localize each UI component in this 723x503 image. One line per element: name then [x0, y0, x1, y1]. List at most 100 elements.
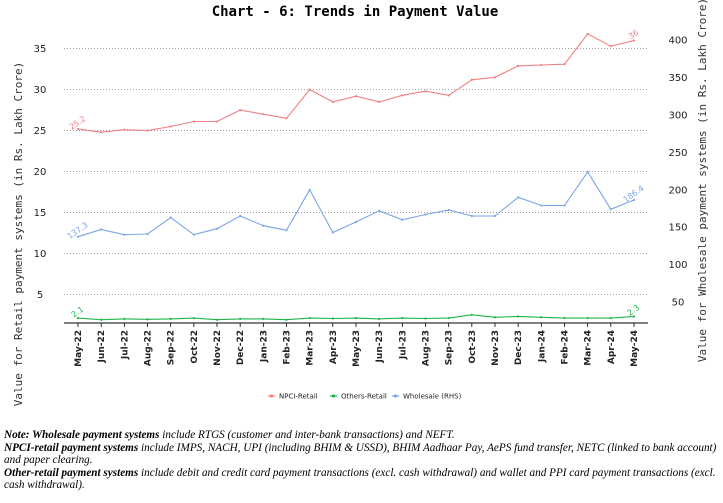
- note-wholesale-lead: Note: Wholesale payment systems: [4, 429, 160, 441]
- x-tick-label: Oct-22: [190, 330, 200, 364]
- x-tick-label: Aug-22: [144, 330, 154, 366]
- gridlines: [64, 48, 648, 295]
- data-point: [308, 188, 311, 191]
- data-point: [146, 232, 149, 236]
- data-point: [354, 95, 358, 98]
- data-point: [123, 317, 126, 321]
- data-point: [424, 213, 427, 216]
- note-other-retail-lead: Other-retail payment systems: [4, 466, 139, 479]
- x-tick-label: Apr-23: [329, 330, 339, 364]
- legend-label: NPCI-Retail: [279, 393, 318, 401]
- data-point: [239, 108, 242, 112]
- data-point: [424, 90, 427, 93]
- note-wholesale: Note: Wholesale payment systems include …: [4, 429, 720, 442]
- x-tick-label: Feb-24: [561, 330, 571, 365]
- data-point: [517, 315, 520, 318]
- y-right-tick-label: 350: [668, 73, 687, 84]
- legend-marker: [331, 394, 336, 398]
- data-point: [609, 208, 612, 211]
- x-tick-label: Aug-23: [422, 330, 432, 366]
- chart-title: Chart - 6: Trends in Payment Value: [212, 4, 499, 20]
- data-point: [540, 204, 543, 207]
- data-point: [378, 317, 381, 321]
- legend: NPCI-Retail Others-Retail Wholesale (RHS): [268, 393, 462, 401]
- y-axis-right-label: Value for Wholesale payment systems (in …: [696, 0, 709, 362]
- x-tick-label: Mar-23: [306, 330, 316, 366]
- data-point: [470, 214, 473, 218]
- data-point: [563, 204, 566, 207]
- x-tick-label: Jun-23: [375, 330, 385, 363]
- data-point: [493, 214, 497, 218]
- y-left-tick-label: 25: [34, 126, 47, 137]
- x-tick-label: May-22: [74, 330, 84, 367]
- data-point: [424, 317, 427, 320]
- x-tick-label: Jan-23: [259, 330, 269, 363]
- x-tick-label: Apr-24: [607, 330, 617, 364]
- data-point: [586, 32, 589, 36]
- data-point: [262, 224, 265, 227]
- y-right-tick-label: 300: [668, 111, 687, 122]
- data-point: [470, 78, 473, 81]
- data-point: [192, 233, 195, 236]
- data-point: [632, 198, 636, 202]
- data-label: 2.3: [626, 303, 642, 318]
- data-point: [447, 208, 450, 212]
- axes: 5 10 15 20 25 30 35 50 100 150 200 250 300 350 400 May-…: [34, 36, 688, 367]
- data-point: [215, 227, 219, 230]
- y-left-tick-label: 30: [34, 85, 47, 96]
- legend-marker: [269, 394, 274, 398]
- data-point: [100, 318, 103, 321]
- data-label: 186.4: [622, 184, 646, 205]
- data-point: [401, 218, 404, 221]
- y-right-tick-label: 200: [668, 185, 687, 196]
- data-point: [169, 125, 172, 128]
- data-point: [76, 316, 80, 320]
- data-point: [262, 113, 265, 116]
- data-point: [632, 39, 636, 42]
- notes: Note: Wholesale payment systems include …: [4, 429, 720, 492]
- x-tick-label: Nov-22: [213, 330, 223, 366]
- data-point: [100, 131, 103, 134]
- data-point: [540, 63, 543, 67]
- data-point: [586, 316, 589, 320]
- data-point: [192, 316, 195, 320]
- data-point: [239, 214, 242, 218]
- x-tick-label: Feb-23: [283, 330, 293, 365]
- y-left-tick-label: 5: [37, 290, 43, 301]
- y-right-tick-label: 150: [668, 223, 687, 234]
- note-other-retail-text: include debit and credit card payment tr…: [4, 466, 716, 492]
- x-tick-label: Nov-23: [491, 330, 501, 366]
- legend-label: Others-Retail: [341, 393, 387, 401]
- series-group: [76, 32, 636, 321]
- data-point: [169, 216, 172, 219]
- data-point: [401, 94, 404, 97]
- note-npci-retail-lead: NPCI-retail payment systems: [4, 441, 139, 454]
- chart: Chart - 6: Trends in Payment Value Value…: [12, 0, 709, 406]
- data-label: 2.1: [70, 305, 86, 320]
- data-point: [378, 100, 381, 103]
- data-point: [354, 316, 358, 320]
- data-point: [609, 45, 612, 48]
- data-point: [493, 76, 497, 79]
- x-tick-label: Sep-22: [167, 330, 177, 365]
- data-point: [285, 318, 288, 321]
- x-tick-label: Dec-23: [514, 330, 524, 365]
- data-point: [540, 316, 543, 319]
- data-point: [262, 317, 265, 321]
- x-tick-label: Jun-22: [97, 330, 107, 363]
- legend-label: Wholesale (RHS): [403, 393, 462, 401]
- note-npci-retail-text: include IMPS, NACH, UPI (including BHIM …: [4, 441, 717, 467]
- data-point: [378, 209, 381, 212]
- data-point: [308, 316, 311, 320]
- x-tick-label: Jul-22: [120, 330, 130, 360]
- y-axis-left-label: Value for Retail payment systems (in Rs.…: [12, 62, 25, 406]
- note-npci-retail: NPCI-retail payment systems include IMPS…: [4, 442, 720, 467]
- x-tick-label: Jul-23: [398, 330, 408, 360]
- series-line-wholesale-rhs-: [77, 170, 635, 238]
- data-point: [609, 316, 612, 320]
- data-point: [146, 129, 149, 132]
- data-point: [470, 313, 473, 316]
- data-point: [331, 231, 334, 234]
- x-tick-label: Jan-24: [537, 330, 547, 363]
- data-label: 36: [627, 28, 641, 41]
